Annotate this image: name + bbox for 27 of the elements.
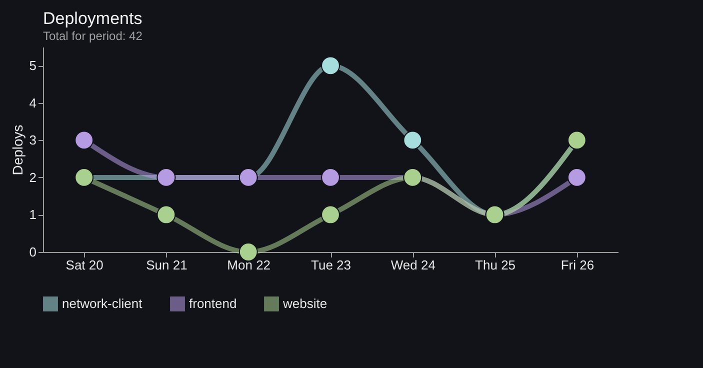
x-tick-label: Sat 20 [66,258,104,272]
y-tick-label: 0 [29,244,36,260]
point [156,205,176,224]
point [74,130,94,150]
chart-title: Deployments [43,9,142,28]
x-tick-label: Fri 26 [560,258,594,272]
y-tick-label: 3 [29,132,36,148]
point [238,242,258,262]
legend-label: frontend [189,296,237,311]
point [403,130,422,150]
point [321,205,340,224]
legend-label: website [282,296,328,311]
x-tick-label: Sun 21 [146,258,188,272]
legend-label: network-client [62,296,143,311]
y-tick-label: 1 [29,207,36,222]
point [567,168,586,187]
x-tick-label: Wed 24 [390,258,436,272]
y-tick-label: 5 [29,58,36,74]
x-tick-label: Mon 22 [227,258,271,272]
x-tick-label: Tue 23 [311,258,351,272]
y-tick-label: 2 [29,170,36,185]
point [321,168,340,187]
y-tick-label: 4 [29,95,36,110]
point [321,56,340,76]
chart-subtitle: Total for period: 42 [43,29,143,43]
y-axis-title: Deploys [9,124,26,176]
x-tick-label: Thu 25 [475,258,516,272]
